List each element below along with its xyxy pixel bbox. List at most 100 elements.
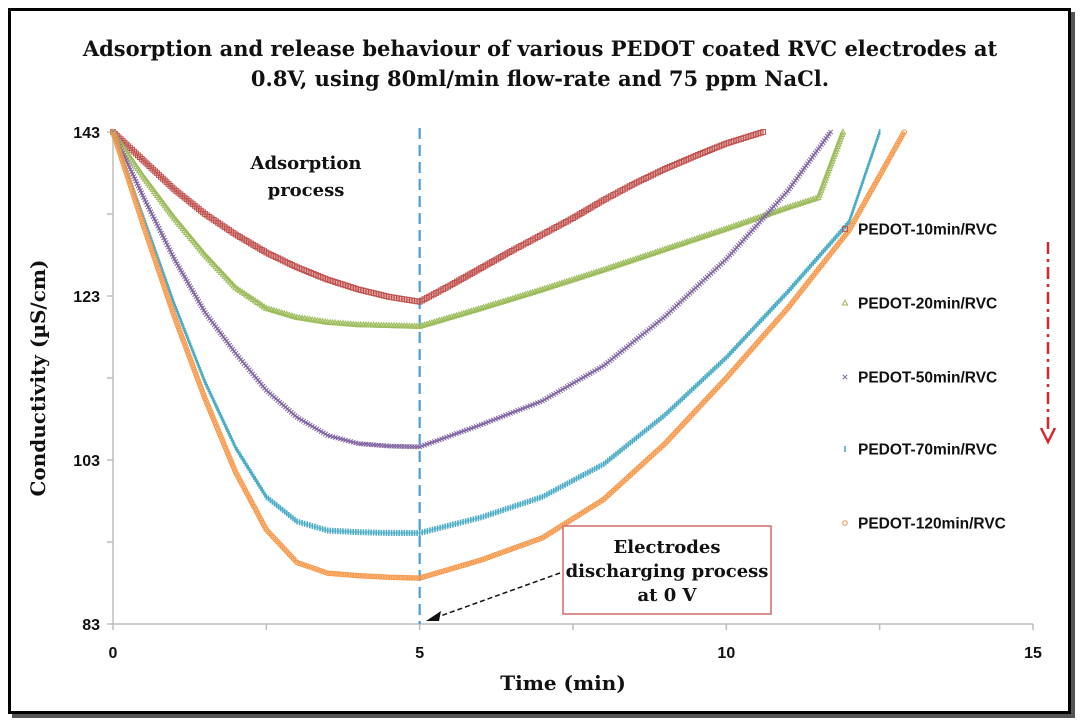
data-point [735, 220, 743, 227]
chart-frame [8, 8, 1071, 714]
data-point [131, 196, 138, 202]
data-point [368, 573, 374, 580]
data-point [490, 552, 497, 559]
data-point [538, 285, 546, 292]
series-3 [110, 129, 834, 450]
data-point [164, 294, 171, 300]
data-point [119, 156, 125, 163]
data-point [468, 560, 474, 566]
data-point [654, 247, 662, 255]
data-point [732, 221, 740, 228]
data-point [163, 289, 169, 295]
data-point [646, 250, 654, 257]
data-point [740, 218, 747, 226]
data-point [118, 154, 124, 160]
data-point [340, 571, 346, 578]
data-point [560, 278, 568, 285]
y-tick-label: 103 [73, 453, 100, 470]
data-point [166, 299, 173, 305]
data-point [760, 129, 767, 135]
data-point [752, 214, 760, 222]
data-point [365, 573, 372, 579]
data-point [573, 274, 581, 281]
data-point [700, 232, 708, 239]
data-point [602, 265, 610, 272]
data-point [416, 575, 423, 581]
data-point [115, 144, 121, 150]
data-point [617, 260, 625, 267]
data-point [614, 260, 622, 268]
data-point [519, 542, 526, 548]
data-point [162, 286, 169, 293]
discharge-label-line-3: at 0 V [637, 585, 697, 606]
data-point [151, 255, 158, 261]
data-point [639, 252, 647, 260]
data-point [901, 129, 908, 135]
data-point [113, 139, 120, 145]
data-point [524, 540, 531, 547]
data-point [541, 284, 549, 292]
data-point [145, 238, 152, 244]
y-axis-title: Conductivity (µS/cm) [26, 259, 50, 496]
data-point [140, 223, 147, 230]
data-point [703, 231, 711, 238]
data-point [693, 234, 701, 242]
data-point [110, 129, 116, 135]
data-point [140, 221, 146, 227]
chart-title: Adsorption and release behaviour of vari… [0, 34, 1080, 94]
data-point [710, 229, 718, 236]
data-point [134, 203, 141, 210]
data-point [153, 260, 159, 266]
data-point [419, 574, 425, 581]
data-point [157, 272, 164, 278]
data-point [404, 574, 410, 581]
data-point [342, 571, 349, 578]
data-point [159, 277, 165, 283]
data-point [475, 557, 482, 564]
series-1 [110, 129, 767, 305]
data-point [299, 561, 305, 568]
data-point [649, 249, 657, 256]
data-point [152, 257, 159, 264]
data-point [678, 239, 686, 247]
data-point [634, 254, 642, 261]
data-point [146, 240, 153, 247]
data-point [345, 572, 351, 578]
data-point [683, 238, 691, 245]
data-point [396, 574, 403, 581]
data-point [116, 149, 123, 155]
data-point [125, 176, 132, 182]
data-point [123, 168, 129, 175]
data-point [393, 574, 400, 581]
data-point [441, 568, 448, 574]
data-point [352, 572, 359, 579]
data-point [632, 255, 639, 262]
data-point [154, 264, 161, 271]
data-point [304, 563, 311, 569]
data-point [551, 281, 559, 289]
data-point [676, 240, 684, 247]
data-point [160, 282, 167, 288]
legend-label: PEDOT-70min/RVC [858, 442, 997, 459]
data-point [500, 549, 506, 555]
data-point [358, 572, 364, 579]
x-tick-label: 15 [1024, 645, 1042, 662]
data-point [309, 565, 316, 571]
discharge-pointer-arrowhead [426, 611, 441, 621]
data-point [512, 544, 519, 551]
data-point [161, 284, 168, 291]
data-point [578, 272, 586, 280]
data-point [426, 572, 433, 578]
data-point [747, 216, 755, 223]
data-point [135, 206, 141, 212]
data-point [727, 223, 735, 230]
data-point [434, 570, 440, 576]
data-point [314, 566, 321, 573]
trend-arrow-head [1039, 427, 1057, 445]
legend-marker [842, 374, 848, 380]
data-point [637, 253, 644, 260]
adsorption-label-line-1: Adsorption [249, 153, 361, 174]
data-point [141, 225, 148, 232]
data-point [130, 191, 136, 197]
data-point [355, 572, 362, 579]
